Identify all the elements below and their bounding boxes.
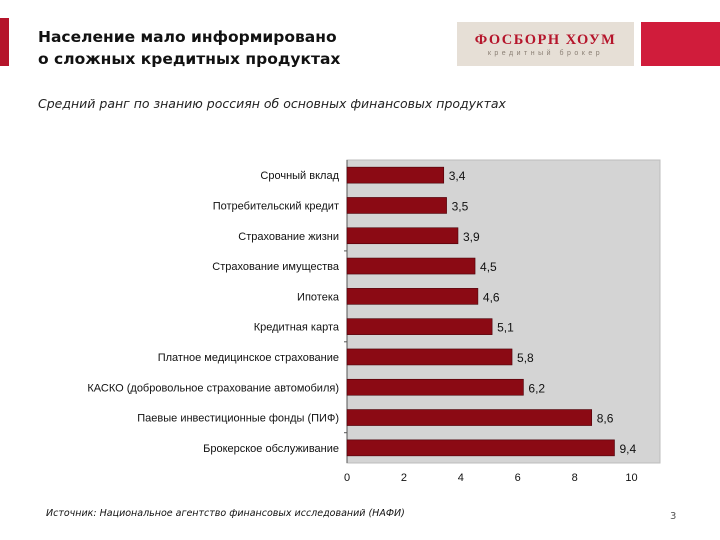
value-label: 9,4 — [619, 442, 636, 456]
category-label: Страхование жизни — [238, 231, 339, 243]
logo-tagline: кредитный брокер — [487, 50, 604, 57]
page-title: Население мало информировано о сложных к… — [38, 26, 438, 70]
bar — [346, 378, 524, 396]
bar — [346, 227, 459, 245]
bar — [346, 288, 479, 305]
value-label: 4,6 — [483, 290, 500, 304]
category-label: Срочный вклад — [260, 170, 339, 182]
value-label: 3,5 — [452, 199, 469, 213]
title-line-2: о сложных кредитных продуктах — [38, 50, 341, 68]
logo-name: ФОСБОРН ХОУМ — [474, 32, 617, 48]
value-label: 3,4 — [449, 169, 466, 183]
category-label: Страхование имущества — [212, 261, 340, 273]
category-label: Брокерское обслуживание — [203, 443, 339, 455]
x-tick-label: 10 — [625, 472, 637, 484]
company-logo: ФОСБОРН ХОУМ кредитный брокер — [457, 22, 634, 66]
value-label: 5,1 — [497, 321, 514, 335]
x-tick-label: 2 — [401, 472, 407, 484]
category-label: Потребительский кредит — [213, 200, 339, 212]
x-tick-label: 8 — [572, 472, 578, 484]
value-label: 8,6 — [597, 412, 614, 426]
bar — [346, 439, 615, 457]
value-label: 5,8 — [517, 351, 534, 365]
page-number: 3 — [670, 511, 677, 522]
bar — [346, 166, 445, 184]
category-label: Ипотека — [297, 291, 340, 303]
category-label: Платное медицинское страхование — [158, 352, 339, 364]
source-note: Источник: Национальное агентство финансо… — [46, 508, 405, 519]
x-tick-label: 4 — [458, 472, 464, 484]
bar — [346, 348, 513, 366]
bar — [346, 197, 447, 214]
x-tick-label: 6 — [515, 472, 521, 484]
category-label: Кредитная карта — [254, 322, 340, 334]
right-accent-block — [641, 22, 720, 66]
x-tick-label: 0 — [344, 472, 350, 484]
bar — [346, 257, 476, 275]
title-line-1: Население мало информировано — [38, 28, 337, 46]
chart-subtitle: Средний ранг по знанию россиян об основн… — [38, 96, 506, 111]
category-label: КАСКО (добровольное страхование автомоби… — [87, 382, 339, 394]
bar — [346, 318, 493, 335]
value-label: 4,5 — [480, 260, 497, 274]
value-label: 3,9 — [463, 230, 480, 244]
value-label: 6,2 — [528, 381, 545, 395]
left-accent-bar — [0, 18, 9, 66]
bar — [346, 409, 593, 426]
category-label: Паевые инвестиционные фонды (ПИФ) — [137, 413, 339, 425]
